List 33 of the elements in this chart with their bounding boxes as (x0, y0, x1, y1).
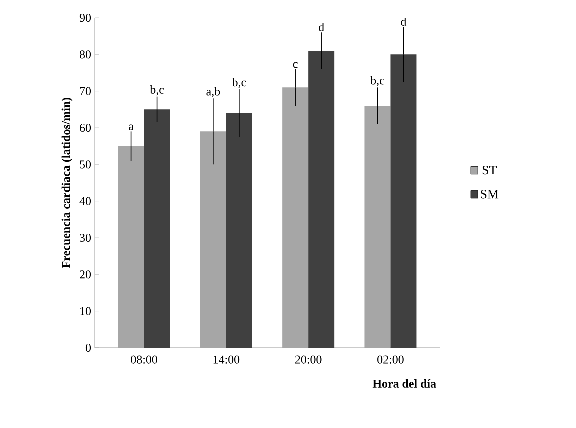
y-tick-label: 20 (80, 270, 92, 279)
y-tick-label: 30 (80, 234, 92, 242)
x-tick-label: 14:00 (214, 356, 240, 364)
annotation: b,c (232, 78, 246, 88)
bar (226, 113, 252, 348)
y-tick-label: 70 (80, 87, 92, 96)
annotation: d (319, 23, 324, 32)
bar (144, 110, 170, 348)
legend-label: SM (481, 190, 499, 199)
y-tick-label: 40 (80, 197, 92, 206)
bar (308, 51, 335, 348)
bar (118, 146, 144, 348)
y-tick-label: 0 (86, 344, 92, 352)
annotation: a,b (206, 87, 220, 98)
x-axis-title: Hora del día (372, 380, 436, 388)
y-tick-label: 10 (80, 307, 92, 316)
x-tick-label: 20:00 (295, 356, 322, 364)
bar (282, 88, 309, 348)
bar (390, 54, 417, 348)
y-tick-label: 80 (80, 50, 92, 59)
y-tick-label: 50 (80, 160, 92, 169)
annotation: a (129, 124, 134, 130)
x-tick-label: 02:00 (378, 356, 404, 364)
annotation: b,c (150, 86, 164, 96)
x-tick-label: 08:00 (131, 356, 158, 364)
bar (364, 106, 391, 348)
y-axis-title: Frecuencia cardiaca (latidos/min) (62, 98, 73, 268)
annotation: b,c (370, 76, 384, 86)
y-tick-label: 90 (80, 14, 92, 22)
y-tick-label: 60 (80, 124, 92, 132)
bar (200, 132, 226, 348)
legend-label: ST (482, 166, 497, 175)
annotation: c (293, 62, 298, 68)
